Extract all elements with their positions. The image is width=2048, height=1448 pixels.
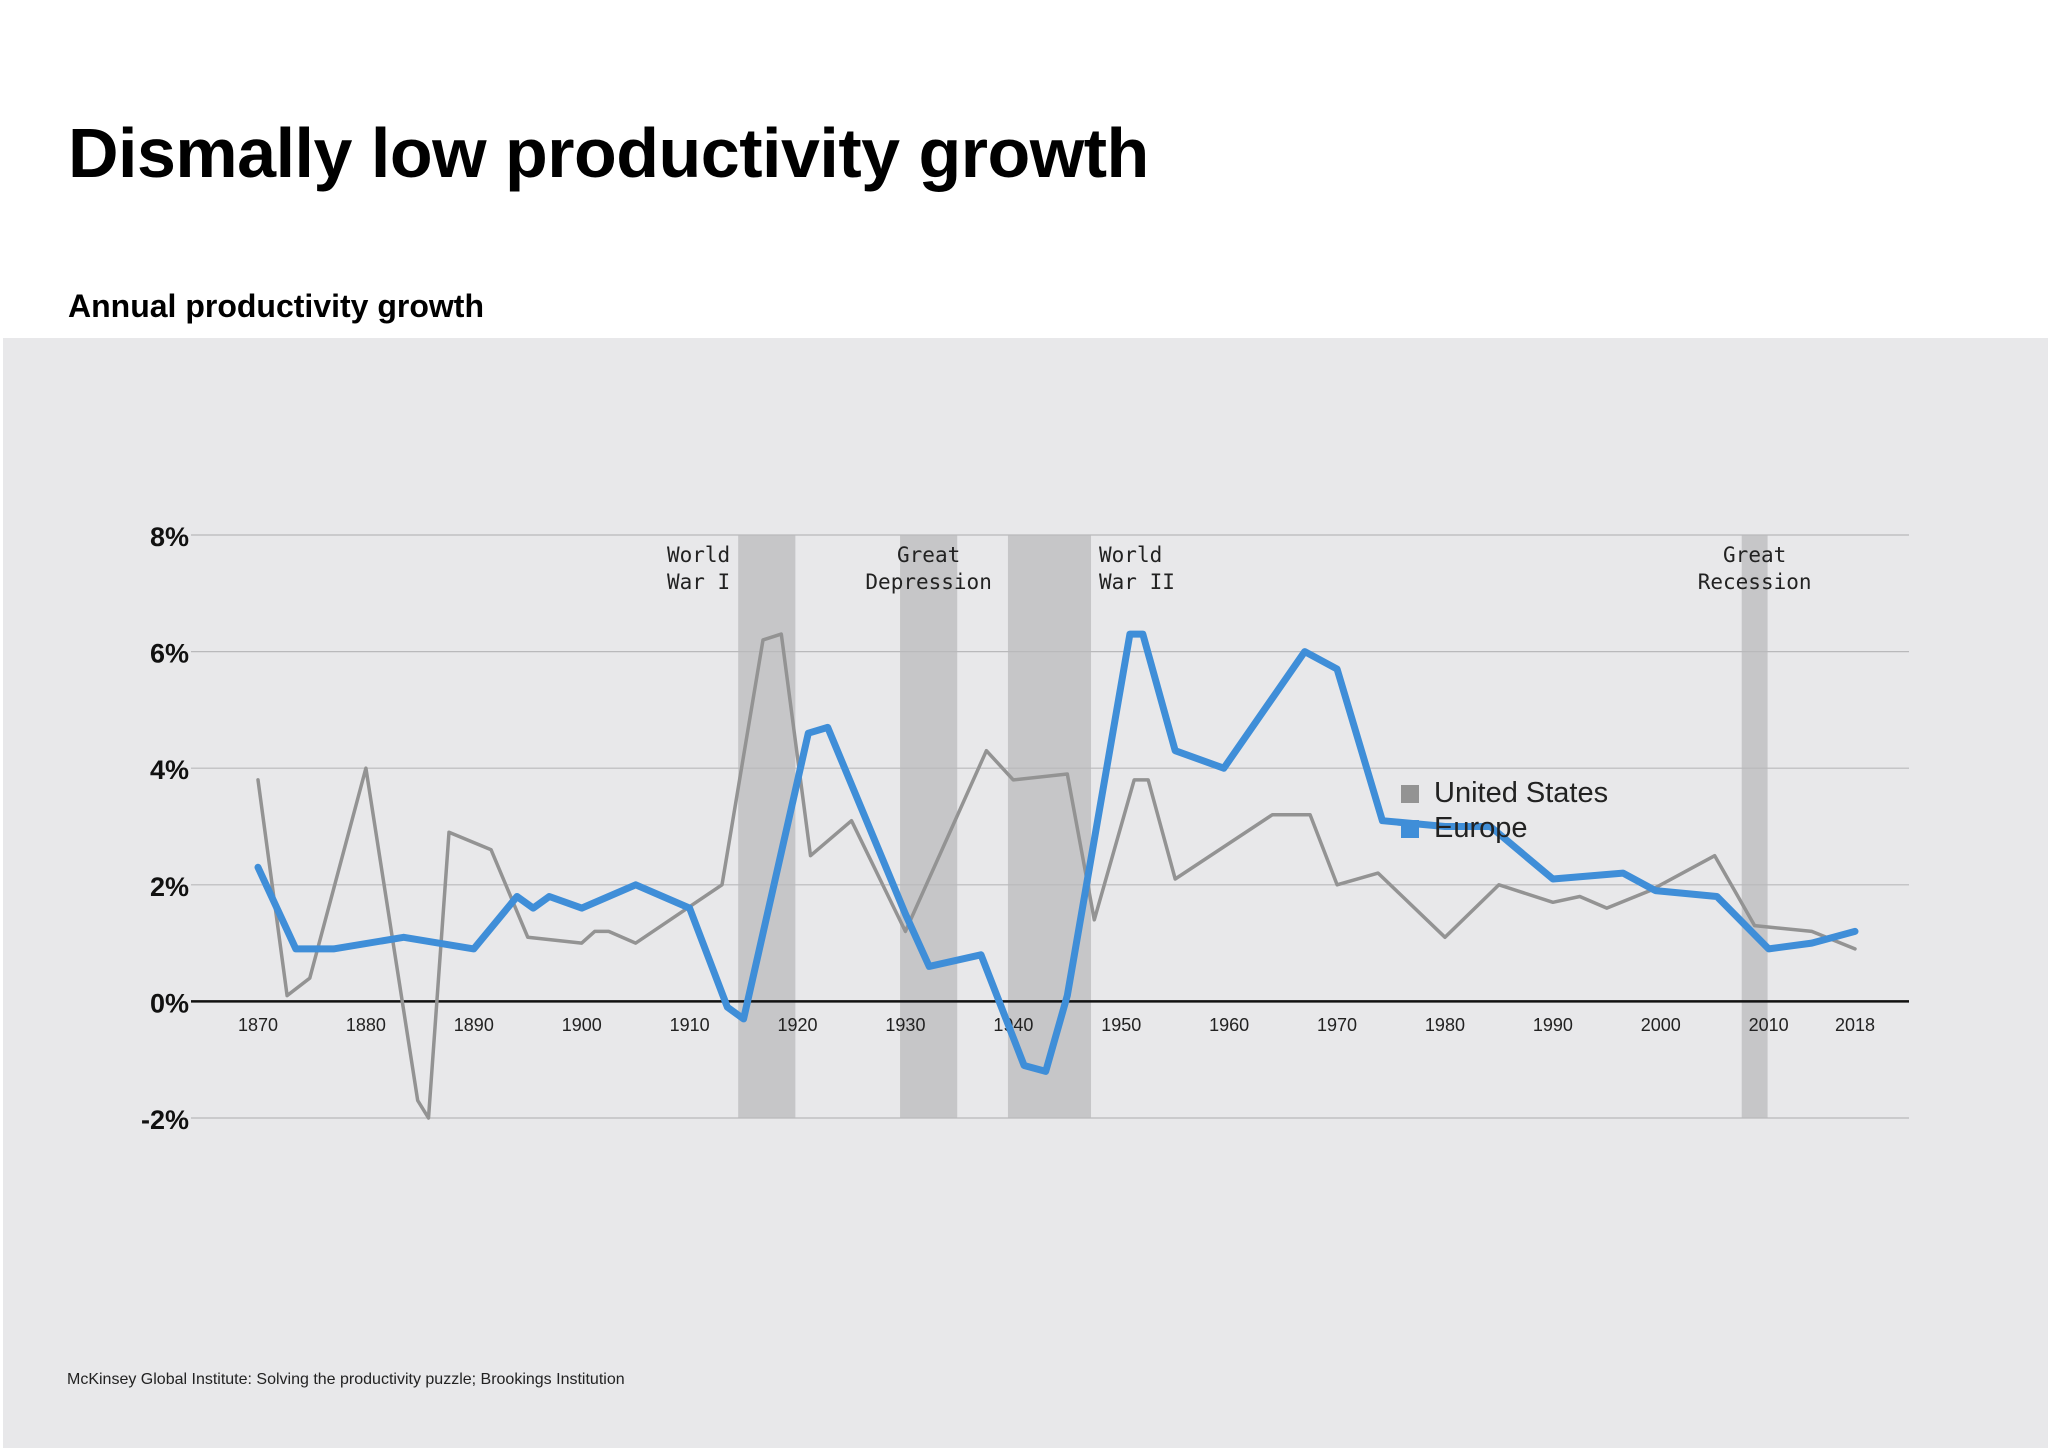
- x-tick-label: 1870: [238, 1015, 278, 1035]
- y-tick-label: 6%: [150, 639, 189, 669]
- legend-item-united-states: United States: [1401, 776, 1608, 811]
- event-band-label: War II: [1099, 570, 1175, 594]
- y-tick-label: 8%: [150, 522, 189, 552]
- series-lines: [254, 630, 1859, 1120]
- series-line-europe: [254, 630, 1859, 1075]
- x-tick-label: 1990: [1533, 1015, 1573, 1035]
- event-band-label: Great: [1723, 543, 1786, 567]
- x-tick-label: 1930: [885, 1015, 925, 1035]
- x-tick-label: 1950: [1101, 1015, 1141, 1035]
- axes: 8% 6% 4% 2% 0% -2% 1870 1880 1890 1900 1910 1920 193…: [141, 522, 1875, 1135]
- x-tick-label: 1880: [346, 1015, 386, 1035]
- x-tick-label: 1960: [1209, 1015, 1249, 1035]
- legend-swatch-europe: [1401, 819, 1419, 838]
- chart-panel: World War I Great Depression World War II Grea…: [3, 338, 2048, 1448]
- legend-label-europe: Europe: [1434, 812, 1528, 844]
- x-tick-label: 1970: [1317, 1015, 1357, 1035]
- legend-item-europe: Europe: [1401, 811, 1608, 846]
- y-tick-label: 0%: [150, 988, 189, 1018]
- event-band-label: Great: [897, 543, 960, 567]
- event-band-label: Recession: [1698, 570, 1812, 594]
- line-chart: World War I Great Depression World War II Grea…: [141, 522, 1909, 1135]
- x-tick-label: 1980: [1425, 1015, 1465, 1035]
- event-band-label: World: [667, 543, 730, 567]
- series-line-united-states: [256, 632, 1857, 1120]
- event-band-great-depression: [900, 535, 958, 1118]
- event-bands: World War I Great Depression World War II Grea…: [667, 535, 1812, 1118]
- y-tick-label: 4%: [150, 755, 189, 785]
- event-band-label: World: [1099, 543, 1162, 567]
- y-tick-label: 2%: [150, 872, 189, 902]
- legend-swatch-united-states: [1401, 784, 1419, 803]
- chart-subtitle: Annual productivity growth: [68, 288, 484, 324]
- gridlines: [191, 534, 1909, 1119]
- legend: United States Europe: [1401, 776, 1608, 846]
- event-band-label: War I: [667, 570, 730, 594]
- source-note: McKinsey Global Institute: Solving the p…: [67, 1371, 625, 1388]
- y-tick-label: -2%: [141, 1105, 189, 1135]
- event-band-label: Depression: [865, 570, 991, 594]
- x-tick-label: 1910: [670, 1015, 710, 1035]
- event-band-great-recession: [1741, 535, 1768, 1118]
- x-tick-label: 2010: [1749, 1015, 1789, 1035]
- page-title: Dismally low productivity growth: [68, 114, 1149, 192]
- x-tick-label: 2000: [1641, 1015, 1681, 1035]
- x-tick-label: 1900: [562, 1015, 602, 1035]
- x-tick-label: 2018: [1835, 1015, 1875, 1035]
- x-tick-label: 1890: [454, 1015, 494, 1035]
- legend-label-united-states: United States: [1434, 777, 1609, 809]
- x-tick-label: 1920: [778, 1015, 818, 1035]
